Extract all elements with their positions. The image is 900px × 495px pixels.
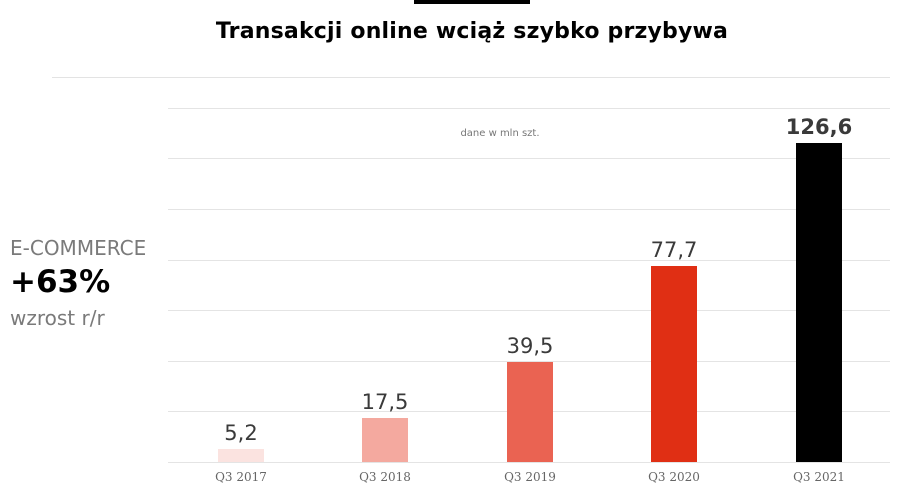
gridline: [168, 260, 890, 261]
x-axis-baseline: [168, 462, 890, 463]
bar: [651, 266, 697, 462]
gridline: [168, 158, 890, 159]
bar-value-label: 77,7: [650, 238, 698, 262]
callout-label: E-COMMERCE: [10, 236, 147, 260]
gridline: [168, 108, 890, 109]
bar: [362, 418, 408, 462]
chart-title: Transakcji online wciąż szybko przybywa: [215, 19, 729, 44]
bar-value-label: 39,5: [506, 334, 554, 358]
callout-value: +63%: [10, 264, 111, 300]
x-axis-tick-label: Q3 2021: [793, 470, 845, 484]
callout-sublabel: wzrost r/r: [10, 306, 105, 330]
bar-value-label: 126,6: [785, 115, 853, 139]
title-divider: [52, 77, 890, 78]
unit-note: dane w mln szt.: [460, 128, 540, 139]
bar-value-label: 5,2: [224, 421, 258, 445]
bar: [507, 362, 553, 462]
gridline: [168, 209, 890, 210]
gridline: [168, 361, 890, 362]
header-tab-decoration: [414, 0, 530, 4]
x-axis-tick-label: Q3 2019: [504, 470, 556, 484]
bar-value-label: 17,5: [361, 390, 409, 414]
x-axis-tick-label: Q3 2018: [359, 470, 411, 484]
bar: [796, 143, 842, 462]
x-axis-tick-label: Q3 2020: [648, 470, 700, 484]
gridline: [168, 310, 890, 311]
bar: [218, 449, 264, 462]
x-axis-tick-label: Q3 2017: [215, 470, 267, 484]
